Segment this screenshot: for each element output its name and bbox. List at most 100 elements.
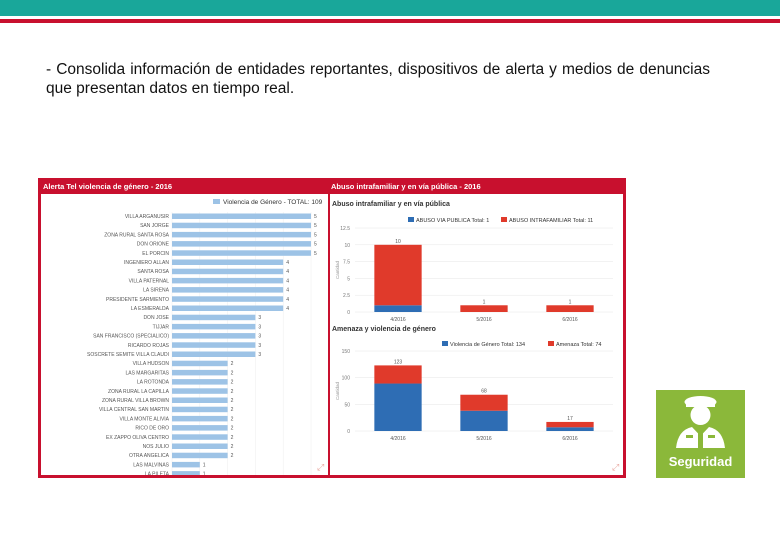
- bar-segment: [460, 410, 508, 431]
- data-label: 4: [286, 297, 289, 303]
- category-label: INGENIERO ALLAN: [124, 260, 169, 266]
- data-label: 17: [567, 416, 573, 422]
- category-label: RICO DE ORO: [135, 426, 169, 432]
- y-tick-label: 0: [347, 310, 350, 316]
- data-label: 2: [231, 416, 234, 422]
- legend-label: Violencia de Género - TOTAL: 109: [223, 199, 323, 206]
- bar-segment: [374, 244, 422, 306]
- y-tick-label: 12.5: [340, 226, 350, 232]
- right-panel: ⤢ Abuso intrafamiliar y en vía pública ABU…: [330, 194, 623, 475]
- x-tick-label: 6/2016: [562, 436, 578, 442]
- bar: [172, 277, 284, 284]
- seguridad-badge: Seguridad: [656, 390, 745, 478]
- y-tick-label: 0: [347, 429, 350, 435]
- expand-icon: ⤢: [611, 462, 619, 472]
- bar: [172, 379, 228, 385]
- bar: [172, 342, 256, 348]
- bar: [172, 360, 228, 367]
- data-label: 2: [231, 380, 234, 386]
- y-tick-label: 5: [347, 276, 350, 282]
- legend-label: Violencia de Género Total: 134: [450, 342, 525, 348]
- legend-swatch: [213, 199, 220, 204]
- bar: [172, 397, 228, 403]
- category-label: PRESIDENTE SARMIENTO: [106, 297, 169, 303]
- data-label: 1: [569, 299, 572, 305]
- category-label: ZONA RURAL LA CAPILLA: [108, 389, 170, 395]
- left-panel: Violencia de Género - TOTAL: 109 VILLA AR…: [41, 194, 328, 479]
- y-tick-label: 10: [344, 243, 350, 249]
- data-label: 3: [258, 334, 261, 340]
- header-red-stripe: [0, 19, 780, 23]
- data-label: 3: [258, 343, 261, 349]
- data-label: 1: [203, 472, 206, 475]
- bar: [172, 369, 228, 376]
- bar: [172, 452, 228, 459]
- data-label: 2: [231, 453, 234, 459]
- description-paragraph: - Consolida información de entidades rep…: [46, 61, 710, 97]
- dashboard-screenshot: Alerta Tel violencia de género - 2016 Ab…: [38, 178, 626, 479]
- category-label: DON JOSE: [143, 315, 169, 321]
- legend-label: ABUSO INTRAFAMILIAR Total: 11: [509, 218, 593, 224]
- category-label: SOSCRETE SEMITE VILLA CLAUDI: [87, 352, 169, 358]
- bar: [172, 241, 311, 247]
- bar: [172, 250, 311, 256]
- data-label: 2: [231, 370, 234, 376]
- data-label: 5: [314, 223, 317, 229]
- data-label: 3: [258, 352, 261, 358]
- legend-label: Amenaza Total: 74: [556, 342, 601, 348]
- chart-title-2: Amenaza y violencia de género: [332, 326, 436, 333]
- x-tick-label: 5/2016: [476, 436, 492, 442]
- y-tick-label: 50: [344, 402, 350, 408]
- data-label: 1: [483, 299, 486, 305]
- badge-label: Seguridad: [668, 454, 733, 469]
- data-label: 2: [231, 389, 234, 395]
- bar-segment: [546, 305, 594, 312]
- category-label: TIJJAR: [153, 324, 170, 330]
- bar: [172, 471, 200, 477]
- chart-title-1: Abuso intrafamiliar y en vía pública: [332, 201, 450, 208]
- gender-violence-hbar-chart: Violencia de Género - TOTAL: 109 VILLA AR…: [87, 199, 324, 479]
- legend-swatch: [501, 217, 507, 222]
- bar: [172, 259, 284, 265]
- bar: [172, 287, 284, 293]
- data-label: 2: [231, 426, 234, 432]
- category-label: VILLA CENTRAL SAN MARTIN: [99, 407, 169, 413]
- category-label: SAN FRANCISCO (SPECIALICO): [93, 334, 169, 340]
- data-label: 2: [231, 444, 234, 450]
- expand-icon: ⤢: [316, 462, 324, 472]
- data-label: 2: [231, 398, 234, 404]
- category-label: DON ORIONE: [137, 242, 170, 248]
- bar: [172, 388, 228, 394]
- legend-swatch: [548, 341, 554, 346]
- category-label: SAN JORGE: [140, 223, 170, 229]
- legend-swatch: [408, 217, 414, 222]
- stacked-bar-charts: ⤢ Abuso intrafamiliar y en vía pública ABU…: [332, 201, 619, 472]
- bar: [172, 333, 256, 339]
- category-label: OTRA ANGELICA: [129, 453, 170, 459]
- data-label: 5: [314, 242, 317, 248]
- bar: [172, 268, 284, 275]
- category-label: VILLA HUDSON: [133, 361, 170, 367]
- data-label: 4: [286, 269, 289, 275]
- bar: [172, 231, 311, 238]
- data-label: 5: [314, 232, 317, 238]
- bar-segment: [460, 305, 508, 312]
- x-tick-label: 4/2016: [390, 317, 406, 323]
- bar: [172, 415, 228, 422]
- data-label: 2: [231, 435, 234, 441]
- x-tick-label: 4/2016: [390, 436, 406, 442]
- bar: [172, 351, 256, 357]
- bar: [172, 314, 256, 321]
- bar-segment: [374, 305, 422, 312]
- y-tick-label: 7.5: [343, 260, 350, 266]
- category-label: SANTA ROSA: [137, 269, 169, 275]
- bar-segment: [546, 421, 594, 428]
- data-label: 3: [258, 315, 261, 321]
- left-panel-title: Alerta Tel violencia de género - 2016: [43, 182, 173, 191]
- y-tick-label: 100: [342, 376, 351, 382]
- data-label: 2: [231, 361, 234, 367]
- guard-icon: [676, 396, 725, 448]
- data-label: 5: [314, 214, 317, 220]
- category-label: ZONA RURAL VILLA BROWN: [102, 398, 169, 404]
- bar: [172, 425, 228, 431]
